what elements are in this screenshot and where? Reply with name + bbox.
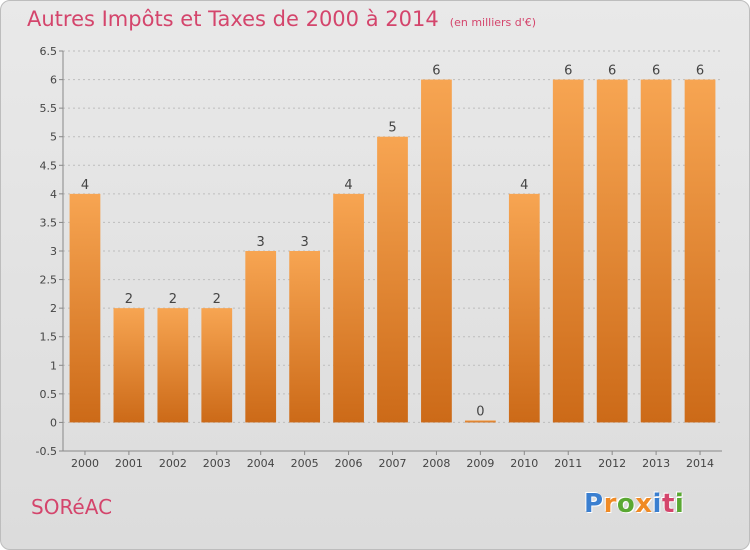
bar[interactable] xyxy=(421,79,452,423)
data-label: 3 xyxy=(300,235,308,250)
x-tick-label: 2009 xyxy=(466,457,494,470)
y-tick-label: 2.5 xyxy=(40,274,58,287)
logo-letter: i xyxy=(652,489,662,519)
x-tick-label: 2003 xyxy=(203,457,231,470)
data-label: 4 xyxy=(81,178,89,193)
data-label: 5 xyxy=(388,121,396,136)
x-tick-label: 2006 xyxy=(335,457,363,470)
data-label: 6 xyxy=(652,64,660,79)
data-label: 3 xyxy=(257,235,265,250)
y-tick-label: 0.5 xyxy=(40,388,58,401)
data-label: 4 xyxy=(344,178,352,193)
bar[interactable] xyxy=(377,136,408,423)
data-label: 0 xyxy=(476,404,484,419)
logo-letter: i xyxy=(674,489,685,519)
data-label: 6 xyxy=(696,64,704,79)
y-tick-label: -0.5 xyxy=(36,445,57,458)
logo-letter: x xyxy=(635,489,653,519)
y-tick-label: 6.5 xyxy=(40,45,58,58)
y-tick-label: 5 xyxy=(50,131,57,144)
logo-letter: P xyxy=(584,489,604,519)
x-tick-label: 2001 xyxy=(115,457,143,470)
data-label: 2 xyxy=(213,292,221,307)
data-label: 4 xyxy=(520,178,528,193)
x-tick-label: 2007 xyxy=(379,457,407,470)
x-tick-label: 2013 xyxy=(642,457,670,470)
x-axis: 2000 2001 2002 2003 2004 2005 2006 2007 2008 2009… xyxy=(71,451,714,470)
bars xyxy=(69,79,716,423)
y-tick-label: 4 xyxy=(50,188,57,201)
bar[interactable] xyxy=(69,193,101,423)
y-tick-label: 3 xyxy=(50,245,57,258)
bar[interactable] xyxy=(596,79,628,423)
bar[interactable] xyxy=(289,251,321,423)
bar[interactable] xyxy=(157,308,189,423)
y-tick-label: 3.5 xyxy=(40,216,58,229)
chart-unit: (en milliers d'€) xyxy=(449,16,537,29)
data-label: 6 xyxy=(564,64,572,79)
bar[interactable] xyxy=(245,251,277,423)
y-tick-label: 1 xyxy=(50,359,57,372)
bar[interactable] xyxy=(201,308,233,423)
x-tick-label: 2011 xyxy=(554,457,582,470)
x-tick-label: 2000 xyxy=(71,457,99,470)
logo-letter: r xyxy=(603,489,617,519)
y-tick-label: 0 xyxy=(50,416,57,429)
logo-letter: o xyxy=(616,489,636,519)
x-tick-label: 2010 xyxy=(510,457,538,470)
bar[interactable] xyxy=(552,79,584,423)
place-name: SORéAC xyxy=(31,495,113,519)
y-tick-label: 6 xyxy=(50,74,57,87)
y-tick-label: 5.5 xyxy=(40,102,58,115)
bar[interactable] xyxy=(113,308,145,423)
x-tick-label: 2008 xyxy=(422,457,450,470)
bar[interactable] xyxy=(333,193,364,423)
x-tick-label: 2005 xyxy=(291,457,319,470)
bar[interactable] xyxy=(684,79,716,423)
x-tick-label: 2014 xyxy=(686,457,714,470)
x-tick-label: 2004 xyxy=(247,457,275,470)
chart-title-text: Autres Impôts et Taxes de 2000 à 2014 xyxy=(27,7,439,31)
data-labels: 4 2 2 2 3 3 4 5 6 0 4 6 6 6 6 xyxy=(81,64,704,420)
logo-letter: t xyxy=(661,489,675,519)
bar[interactable] xyxy=(464,420,496,423)
y-tick-label: 4.5 xyxy=(40,159,58,172)
y-tick-label: 2 xyxy=(50,302,57,315)
chart-title: Autres Impôts et Taxes de 2000 à 2014 (e… xyxy=(27,7,536,31)
data-label: 6 xyxy=(432,64,440,79)
data-label: 2 xyxy=(125,292,133,307)
x-tick-label: 2002 xyxy=(159,457,187,470)
proxiti-logo[interactable]: Proxiti xyxy=(584,489,684,519)
x-tick-label: 2012 xyxy=(598,457,626,470)
bar[interactable] xyxy=(640,79,672,423)
data-label: 6 xyxy=(608,64,616,79)
data-label: 2 xyxy=(169,292,177,307)
y-tick-label: 1.5 xyxy=(40,331,58,344)
bar[interactable] xyxy=(508,193,540,423)
